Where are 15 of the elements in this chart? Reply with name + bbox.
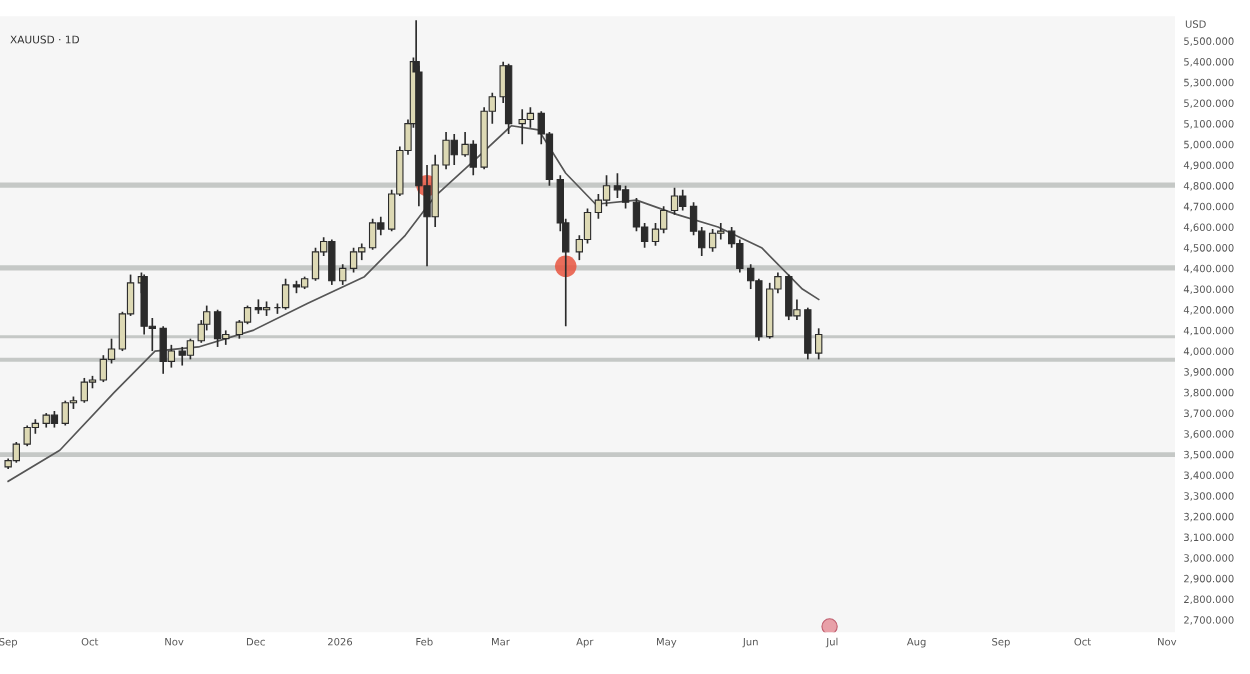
candlestick [679, 188, 687, 212]
candlestick [613, 172, 622, 199]
candlestick [281, 277, 290, 311]
candlestick [349, 246, 358, 274]
candlestick [213, 308, 222, 348]
candlestick [99, 354, 108, 383]
candlestick [602, 174, 611, 208]
candlestick [659, 205, 668, 235]
candlestick [80, 377, 89, 404]
candlestick [311, 246, 320, 282]
candlestick [594, 193, 603, 220]
candlestick [670, 186, 679, 216]
candlestick [583, 207, 592, 245]
candlestick [518, 108, 526, 146]
candlestick [621, 184, 630, 210]
